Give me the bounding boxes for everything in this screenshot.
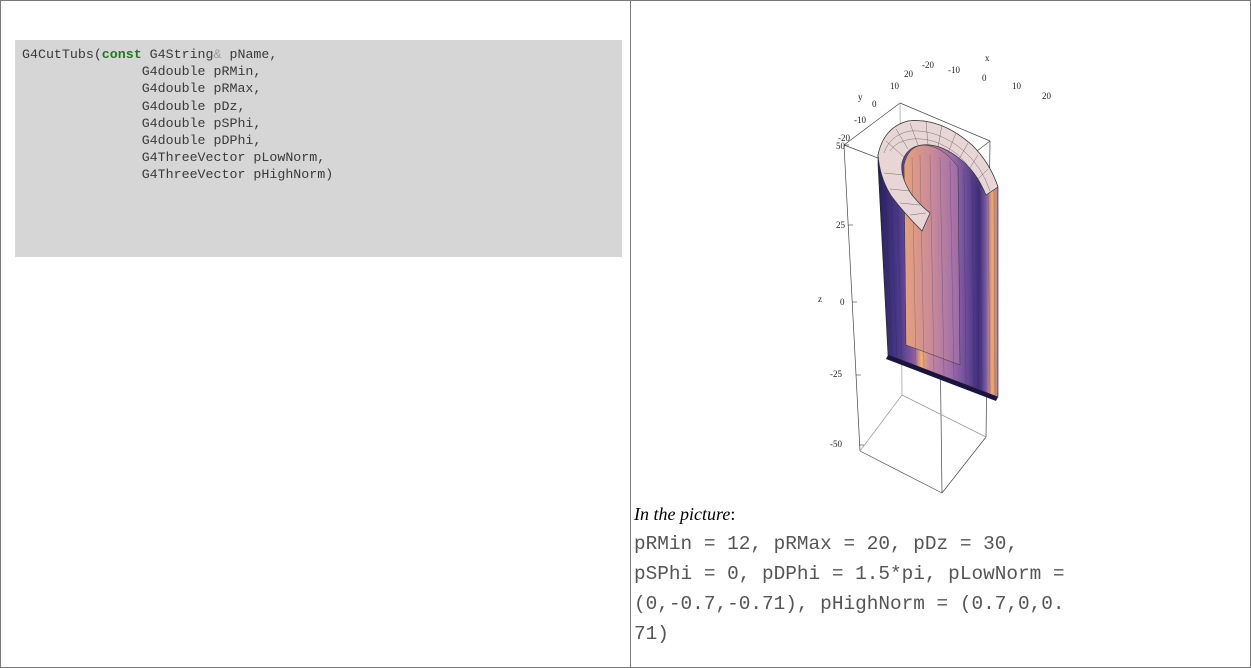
caption-label: In the picture xyxy=(634,504,731,524)
code-param: pName, xyxy=(221,47,278,62)
z-tick: -25 xyxy=(830,369,842,379)
param-line: (0,-0.7,-0.71), pHighNorm = (0.7,0,0. xyxy=(634,593,1065,615)
param-line: 71) xyxy=(634,623,669,645)
cut-tubs-3d-plot: x -20 -10 0 10 20 y 20 10 0 -10 -20 z 50… xyxy=(818,53,1052,494)
param-line: pRMin = 12, pRMax = 20, pDz = 30, xyxy=(634,533,1018,555)
x-axis-labels: x -20 -10 0 10 20 xyxy=(922,53,1052,101)
caption-colon: : xyxy=(730,504,736,524)
code-line: G4double pRMax, xyxy=(22,81,262,97)
figure-caption: In the picture: xyxy=(634,504,735,525)
z-axis-labels: z 50 25 0 -25 -50 xyxy=(818,141,846,449)
z-axis-ticks xyxy=(844,144,864,446)
y-tick: 0 xyxy=(872,99,877,109)
z-tick: -50 xyxy=(830,439,842,449)
parameter-values: pRMin = 12, pRMax = 20, pDz = 30, pSPhi … xyxy=(634,529,1246,649)
param-line: pSPhi = 0, pDPhi = 1.5*pi, pLowNorm = xyxy=(634,563,1065,585)
y-tick: 20 xyxy=(904,69,914,79)
z-tick: 0 xyxy=(840,297,845,307)
y-tick: -20 xyxy=(838,133,850,143)
code-line: G4double pSPhi, xyxy=(22,115,262,131)
x-axis-label: x xyxy=(985,53,990,63)
tube-solid xyxy=(877,120,999,401)
code-ampersand: & xyxy=(213,47,222,62)
x-tick: 20 xyxy=(1042,91,1052,101)
code-line: G4double pRMin, xyxy=(22,64,262,80)
code-text: G4CutTubs(const G4String& pName, G4doubl… xyxy=(22,46,622,184)
y-axis-labels: y 20 10 0 -10 -20 xyxy=(838,69,914,143)
code-type: G4String xyxy=(141,47,214,62)
z-tick: 25 xyxy=(836,220,846,230)
code-line: G4CutTubs(const G4String& pName, xyxy=(22,47,277,62)
y-tick: -10 xyxy=(854,115,866,125)
column-divider xyxy=(630,0,631,668)
code-line: G4double pDz, xyxy=(22,98,246,114)
x-tick: -20 xyxy=(922,60,934,70)
code-constructor: G4CutTubs( xyxy=(22,47,102,62)
code-line: G4double pDPhi, xyxy=(22,133,262,149)
code-line: G4ThreeVector pLowNorm, xyxy=(22,150,326,166)
code-keyword: const xyxy=(101,47,142,62)
code-line: G4ThreeVector pHighNorm) xyxy=(22,167,334,183)
y-tick: 10 xyxy=(890,81,900,91)
z-axis-label: z xyxy=(818,294,822,304)
x-tick: 0 xyxy=(982,73,987,83)
x-tick: -10 xyxy=(948,65,960,75)
y-axis-label: y xyxy=(858,92,863,102)
code-block: G4CutTubs(const G4String& pName, G4doubl… xyxy=(15,40,622,257)
z-tick: 50 xyxy=(836,141,846,151)
x-tick: 10 xyxy=(1012,81,1022,91)
